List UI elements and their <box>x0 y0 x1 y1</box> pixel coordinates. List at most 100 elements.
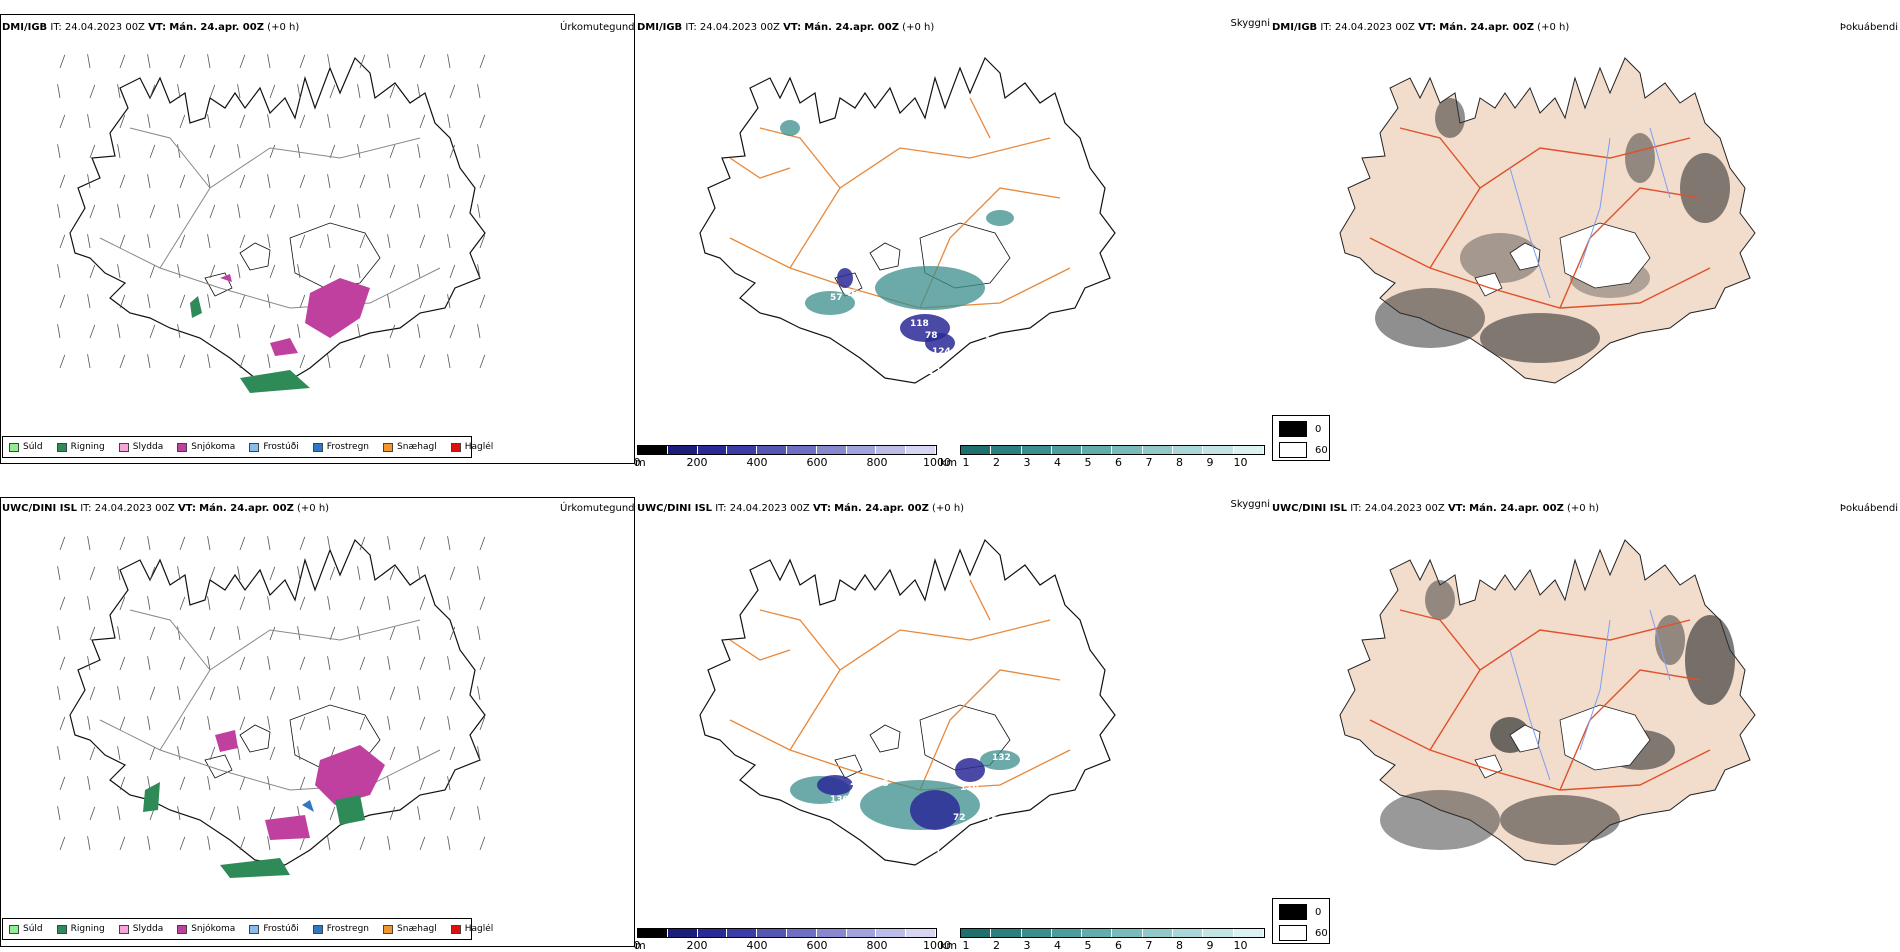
wind-barb <box>237 626 241 641</box>
wind-barb <box>89 746 96 761</box>
wind-barb <box>449 144 456 159</box>
legend-item: Frostúði <box>249 924 299 934</box>
glacier-outline <box>204 754 233 779</box>
wind-barb <box>267 114 271 129</box>
wind-barb <box>57 806 61 821</box>
wind-barb <box>149 324 156 339</box>
colorbar-cell <box>1051 929 1083 937</box>
legend-item: Frostregn <box>312 442 369 452</box>
colorbar-cell <box>1082 929 1113 937</box>
fog-area <box>1685 615 1735 705</box>
ceiling-value-label: 27 <box>875 718 888 728</box>
wind-barb <box>327 656 331 671</box>
colorbar-tick-label: 4 <box>1054 939 1061 952</box>
wind-barb <box>209 626 216 641</box>
colorbar-tick-label: 0 <box>633 939 641 952</box>
wind-barb <box>329 806 336 821</box>
wind-barb <box>329 264 336 279</box>
wind-barb <box>327 234 331 249</box>
wind-barb <box>207 174 211 189</box>
fog-key-1: 0 60 <box>1272 415 1330 461</box>
road <box>99 237 441 309</box>
ceiling-value-label: 72 <box>953 813 966 823</box>
wind-barb <box>299 294 306 309</box>
wind-barb <box>269 806 276 821</box>
wind-barb <box>269 626 276 641</box>
precip-area <box>220 858 290 878</box>
wind-barb <box>267 656 271 671</box>
ceiling-colorbar-1 <box>637 445 937 455</box>
wind-barb <box>449 204 456 219</box>
legend-swatch <box>9 442 19 452</box>
fog-key-label: 0 <box>1315 423 1322 435</box>
fog-area <box>1375 288 1485 348</box>
colorbar-cell <box>1233 446 1264 454</box>
wind-barb <box>149 626 156 641</box>
wind-barb <box>387 174 391 189</box>
wind-barb <box>387 536 391 551</box>
wind-barb <box>299 354 306 369</box>
colorbar-tick-label: 200 <box>686 456 708 469</box>
wind-barb <box>179 776 186 791</box>
road <box>789 619 1051 751</box>
colorbar-cell <box>1203 446 1234 454</box>
wind-barb <box>357 144 361 159</box>
colorbar-cell <box>638 446 668 454</box>
wind-barb <box>297 324 301 339</box>
wind-barb <box>147 354 151 369</box>
wind-barb <box>447 54 451 69</box>
wind-barb <box>447 776 451 791</box>
ceiling-value-label: 46 <box>845 289 858 299</box>
colorbar-cell <box>876 446 907 454</box>
road <box>159 619 421 751</box>
wind-barb <box>149 84 156 99</box>
precip-panel-title-1: Úrkomutegund <box>560 22 635 33</box>
precip-panel-frame-1 <box>0 14 635 464</box>
wind-barb <box>89 324 96 339</box>
colorbar-tick-label: 3 <box>1023 456 1031 469</box>
wind-barb <box>177 806 181 821</box>
wind-barb <box>449 324 456 339</box>
colorbar-tick-label: 2 <box>993 456 1000 469</box>
legend-swatch <box>312 924 323 934</box>
wind-barb <box>209 566 216 581</box>
wind-barb <box>417 686 421 701</box>
fog-panel-title-1: Þokuábendi <box>1839 22 1898 33</box>
visibility-unit: km <box>940 939 958 952</box>
wind-barb <box>269 686 276 701</box>
legend-item: Frostregn <box>312 924 369 934</box>
wind-barb <box>417 204 421 219</box>
legend-swatch <box>450 924 461 934</box>
precip-area <box>302 800 314 812</box>
river <box>1649 127 1671 199</box>
wind-barb <box>329 204 336 219</box>
wind-barb <box>119 294 126 309</box>
wind-barb <box>87 234 91 249</box>
wind-barb <box>387 294 391 309</box>
wind-barb <box>117 686 121 701</box>
fog-map-2 <box>1339 539 1756 866</box>
wind-barb <box>357 686 361 701</box>
wind-barb <box>119 656 126 671</box>
ceiling-value-label: 206 <box>820 805 839 815</box>
wind-barb <box>89 566 96 581</box>
wind-barb <box>419 716 426 731</box>
precip-map-2 <box>57 536 486 878</box>
wind-barb <box>359 354 366 369</box>
wind-barb <box>449 746 456 761</box>
precip-area <box>270 338 298 356</box>
wind-barb <box>119 716 126 731</box>
wind-barb <box>177 686 181 701</box>
wind-barb <box>387 234 391 249</box>
river <box>1649 609 1671 681</box>
low-visibility-area <box>986 210 1014 226</box>
wind-barb <box>209 264 216 279</box>
wind-barb <box>269 566 276 581</box>
wind-barb <box>299 596 306 611</box>
glacier <box>1509 242 1541 271</box>
fog-area <box>1460 233 1540 283</box>
visibility-panel-title-2: Skyggni <box>1230 499 1270 510</box>
wind-barb <box>447 354 451 369</box>
wind-barb <box>329 566 336 581</box>
fog-key-swatch <box>1279 904 1307 920</box>
